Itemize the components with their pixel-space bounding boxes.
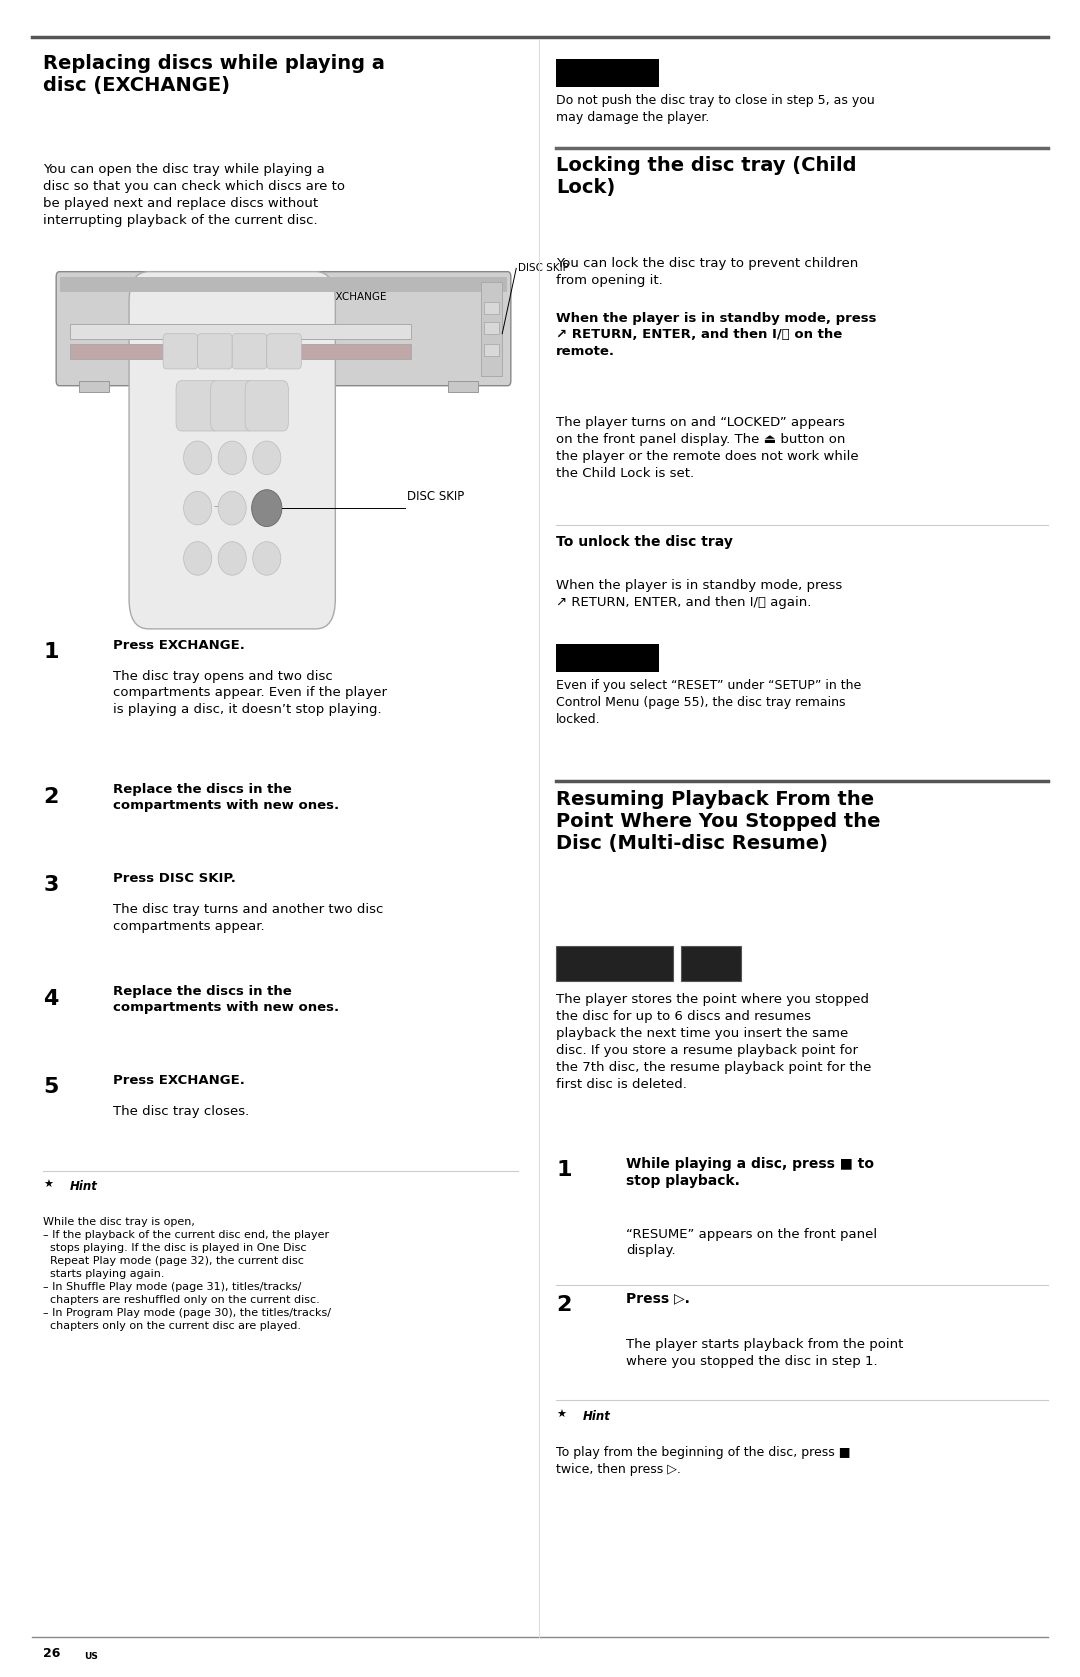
Text: 4: 4 <box>43 989 58 1008</box>
Text: ★: ★ <box>556 1410 566 1420</box>
Ellipse shape <box>253 441 281 475</box>
FancyBboxPatch shape <box>130 272 335 629</box>
Text: You can open the disc tray while playing a
disc so that you can check which disc: You can open the disc tray while playing… <box>43 163 346 228</box>
Text: Replace the discs in the
compartments with new ones.: Replace the discs in the compartments wi… <box>113 986 339 1015</box>
Text: DVD: DVD <box>562 949 586 959</box>
Text: To unlock the disc tray: To unlock the disc tray <box>556 535 733 548</box>
Text: Video: Video <box>603 951 626 959</box>
Bar <box>484 344 499 356</box>
Text: While playing a disc, press ■ to
stop playback.: While playing a disc, press ■ to stop pl… <box>626 1157 875 1189</box>
Text: VCD: VCD <box>687 949 711 959</box>
Ellipse shape <box>184 441 212 475</box>
Text: To play from the beginning of the disc, press ■
twice, then press ▷.: To play from the beginning of the disc, … <box>556 1446 851 1476</box>
Text: 2: 2 <box>43 787 58 807</box>
Text: Replace the discs in the
compartments with new ones.: Replace the discs in the compartments wi… <box>113 783 339 812</box>
FancyBboxPatch shape <box>232 334 267 369</box>
Bar <box>70 344 410 359</box>
Ellipse shape <box>184 542 212 575</box>
Text: 26: 26 <box>43 1647 60 1660</box>
Text: The disc tray turns and another two disc
compartments appear.: The disc tray turns and another two disc… <box>113 902 383 932</box>
Bar <box>484 302 499 314</box>
Text: —: — <box>213 501 224 511</box>
Ellipse shape <box>218 491 246 525</box>
Text: Do not push the disc tray to close in step 5, as you
may damage the player.: Do not push the disc tray to close in st… <box>556 94 875 124</box>
Bar <box>484 322 499 334</box>
Text: The player stores the point where you stopped
the disc for up to 6 discs and res: The player stores the point where you st… <box>556 993 872 1090</box>
Ellipse shape <box>252 490 282 527</box>
Text: Press ▷.: Press ▷. <box>626 1291 690 1305</box>
Text: ★: ★ <box>43 1181 53 1189</box>
Bar <box>79 381 109 392</box>
Text: 1: 1 <box>43 642 58 662</box>
Text: Note: Note <box>567 62 600 75</box>
Text: The player turns on and “LOCKED” appears
on the front panel display. The ⏏ butto: The player turns on and “LOCKED” appears… <box>556 416 859 480</box>
Text: The disc tray opens and two disc
compartments appear. Even if the player
is play: The disc tray opens and two disc compart… <box>113 669 388 716</box>
Bar <box>556 59 659 87</box>
FancyBboxPatch shape <box>267 334 301 369</box>
Ellipse shape <box>218 542 246 575</box>
Text: Press EXCHANGE.: Press EXCHANGE. <box>113 1073 245 1087</box>
Text: 3: 3 <box>43 875 58 896</box>
Bar <box>481 282 502 376</box>
Bar <box>556 644 659 672</box>
Text: 1: 1 <box>556 1160 571 1181</box>
Text: 2: 2 <box>556 1295 571 1315</box>
FancyBboxPatch shape <box>211 381 254 431</box>
Text: Note: Note <box>567 647 600 661</box>
Ellipse shape <box>253 542 281 575</box>
Text: When the player is in standby mode, press
↗ RETURN, ENTER, and then I/⏻ on the
r: When the player is in standby mode, pres… <box>556 312 877 357</box>
Text: DISC SKIP: DISC SKIP <box>518 263 569 273</box>
Text: Hint: Hint <box>70 1181 98 1192</box>
Text: Press DISC SKIP.: Press DISC SKIP. <box>113 872 237 885</box>
Text: 5: 5 <box>43 1078 58 1097</box>
Text: Press EXCHANGE.: Press EXCHANGE. <box>113 639 245 652</box>
Text: US: US <box>84 1652 98 1660</box>
FancyBboxPatch shape <box>245 381 288 431</box>
FancyBboxPatch shape <box>163 334 198 369</box>
Text: You can lock the disc tray to prevent children
from opening it.: You can lock the disc tray to prevent ch… <box>556 257 859 287</box>
Bar <box>681 946 741 981</box>
Text: The disc tray closes.: The disc tray closes. <box>113 1105 249 1119</box>
Text: EXCHANGE: EXCHANGE <box>329 292 387 302</box>
Text: The player starts playback from the point
where you stopped the disc in step 1.: The player starts playback from the poin… <box>626 1338 904 1368</box>
Text: Replacing discs while playing a
disc (EXCHANGE): Replacing discs while playing a disc (EX… <box>43 54 386 94</box>
Bar <box>556 946 673 981</box>
Bar <box>70 324 410 339</box>
Text: “RESUME” appears on the front panel
display.: “RESUME” appears on the front panel disp… <box>626 1228 878 1258</box>
Ellipse shape <box>218 441 246 475</box>
Text: Hint: Hint <box>583 1410 611 1424</box>
Text: Locking the disc tray (Child
Lock): Locking the disc tray (Child Lock) <box>556 156 856 196</box>
Text: While the disc tray is open,
– If the playback of the current disc end, the play: While the disc tray is open, – If the pl… <box>43 1218 332 1332</box>
Bar <box>448 381 478 392</box>
FancyBboxPatch shape <box>176 381 219 431</box>
Bar <box>60 277 507 292</box>
Text: When the player is in standby mode, press
↗ RETURN, ENTER, and then I/⏻ again.: When the player is in standby mode, pres… <box>556 579 842 609</box>
FancyBboxPatch shape <box>198 334 232 369</box>
FancyBboxPatch shape <box>56 272 511 386</box>
Text: Resuming Playback From the
Point Where You Stopped the
Disc (Multi-disc Resume): Resuming Playback From the Point Where Y… <box>556 790 880 854</box>
Text: Even if you select “RESET” under “SETUP” in the
Control Menu (page 55), the disc: Even if you select “RESET” under “SETUP”… <box>556 679 862 726</box>
Ellipse shape <box>184 491 212 525</box>
Text: DISC SKIP: DISC SKIP <box>407 490 464 503</box>
